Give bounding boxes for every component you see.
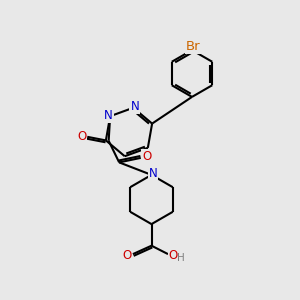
Text: O: O xyxy=(77,130,86,143)
Text: N: N xyxy=(104,109,113,122)
Text: O: O xyxy=(142,150,152,163)
Text: O: O xyxy=(169,249,178,262)
Text: N: N xyxy=(148,167,158,180)
Text: O: O xyxy=(122,249,131,262)
Text: Br: Br xyxy=(186,40,201,53)
Text: H: H xyxy=(177,253,184,263)
Text: N: N xyxy=(130,100,139,113)
